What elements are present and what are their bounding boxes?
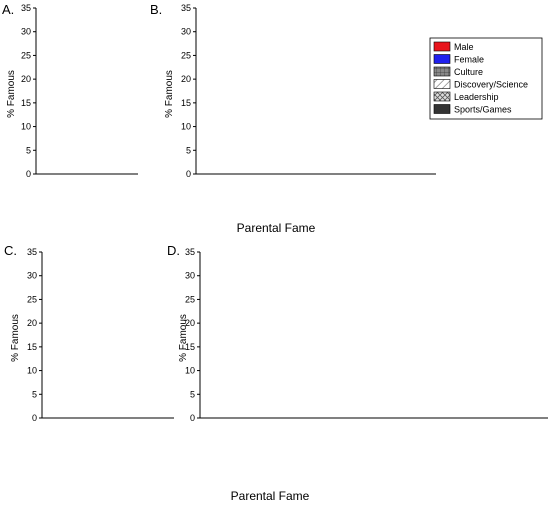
y-tick-label: 35 bbox=[185, 247, 195, 257]
y-tick-label: 10 bbox=[21, 122, 31, 132]
panel-d-ylabel: % Famous bbox=[178, 314, 189, 362]
legend-swatch-pattern bbox=[434, 79, 450, 89]
y-tick-label: 10 bbox=[181, 122, 191, 132]
y-tick-label: 0 bbox=[186, 169, 191, 179]
y-tick-label: 5 bbox=[186, 145, 191, 155]
y-tick-label: 35 bbox=[181, 3, 191, 13]
legend-label: Leadership bbox=[454, 92, 499, 102]
legend-label: Female bbox=[454, 55, 484, 65]
y-tick-label: 15 bbox=[21, 98, 31, 108]
panel-a: A. % Famous 05101520253035Father and Mot… bbox=[2, 2, 138, 179]
legend-swatch-pattern bbox=[434, 92, 450, 101]
panel-c-label: C. bbox=[4, 243, 17, 258]
panel-c-plot: 05101520253035Father and MotherMotherFat… bbox=[27, 247, 174, 423]
legend-label: Male bbox=[454, 42, 474, 52]
panel-c-ylabel: % Famous bbox=[10, 314, 21, 362]
panel-d-plot: 05101520253035Father and MotherFather an… bbox=[185, 247, 548, 423]
y-tick-label: 25 bbox=[21, 50, 31, 60]
panel-b-ylabel: % Famous bbox=[164, 70, 175, 118]
y-tick-label: 30 bbox=[185, 271, 195, 281]
legend-label: Sports/Games bbox=[454, 105, 512, 115]
y-tick-label: 5 bbox=[190, 389, 195, 399]
y-tick-label: 5 bbox=[32, 389, 37, 399]
y-tick-label: 20 bbox=[185, 318, 195, 328]
panel-a-ylabel: % Famous bbox=[6, 70, 17, 118]
panel-b-label: B. bbox=[150, 2, 162, 17]
y-tick-label: 30 bbox=[21, 27, 31, 37]
y-tick-label: 0 bbox=[32, 413, 37, 423]
y-tick-label: 5 bbox=[26, 145, 31, 155]
legend-swatch bbox=[433, 41, 451, 52]
legend-swatch bbox=[433, 54, 451, 64]
y-tick-label: 20 bbox=[181, 74, 191, 84]
y-tick-label: 35 bbox=[27, 247, 37, 257]
y-tick-label: 15 bbox=[185, 342, 195, 352]
panel-a-plot: 05101520253035Father and MotherMotherFat… bbox=[21, 3, 138, 179]
y-tick-label: 30 bbox=[181, 27, 191, 37]
panel-c: C. % Famous 05101520253035Father and Mot… bbox=[4, 243, 174, 423]
legend-swatch-pattern bbox=[434, 67, 450, 76]
y-tick-label: 15 bbox=[181, 98, 191, 108]
panel-d-label: D. bbox=[167, 243, 180, 258]
panel-b-plot: 05101520253035Father and MotherFather an… bbox=[181, 3, 436, 179]
y-tick-label: 0 bbox=[190, 413, 195, 423]
y-tick-label: 25 bbox=[27, 294, 37, 304]
figure-xlabel: Parental Fame bbox=[231, 489, 310, 503]
y-tick-label: 30 bbox=[27, 271, 37, 281]
y-tick-label: 15 bbox=[27, 342, 37, 352]
y-tick-label: 10 bbox=[27, 366, 37, 376]
y-tick-label: 20 bbox=[21, 74, 31, 84]
legend-label: Discovery/Science bbox=[454, 80, 528, 90]
panel-b-xlabel: Parental Fame bbox=[237, 221, 316, 235]
panel-b-legend: Male Female Culture Discovery/Science Leader… bbox=[429, 37, 543, 120]
y-tick-label: 25 bbox=[185, 294, 195, 304]
y-tick-label: 20 bbox=[27, 318, 37, 328]
panel-a-label: A. bbox=[2, 2, 14, 17]
y-tick-label: 0 bbox=[26, 169, 31, 179]
y-tick-label: 35 bbox=[21, 3, 31, 13]
panel-b: B. % Famous 05101520253035Father and Mot… bbox=[150, 2, 543, 235]
panel-d: D. % Famous 05101520253035Father and Mot… bbox=[167, 243, 548, 423]
y-tick-label: 25 bbox=[181, 50, 191, 60]
y-tick-label: 10 bbox=[185, 366, 195, 376]
legend-label: Culture bbox=[454, 67, 483, 77]
legend-swatch bbox=[433, 104, 451, 114]
